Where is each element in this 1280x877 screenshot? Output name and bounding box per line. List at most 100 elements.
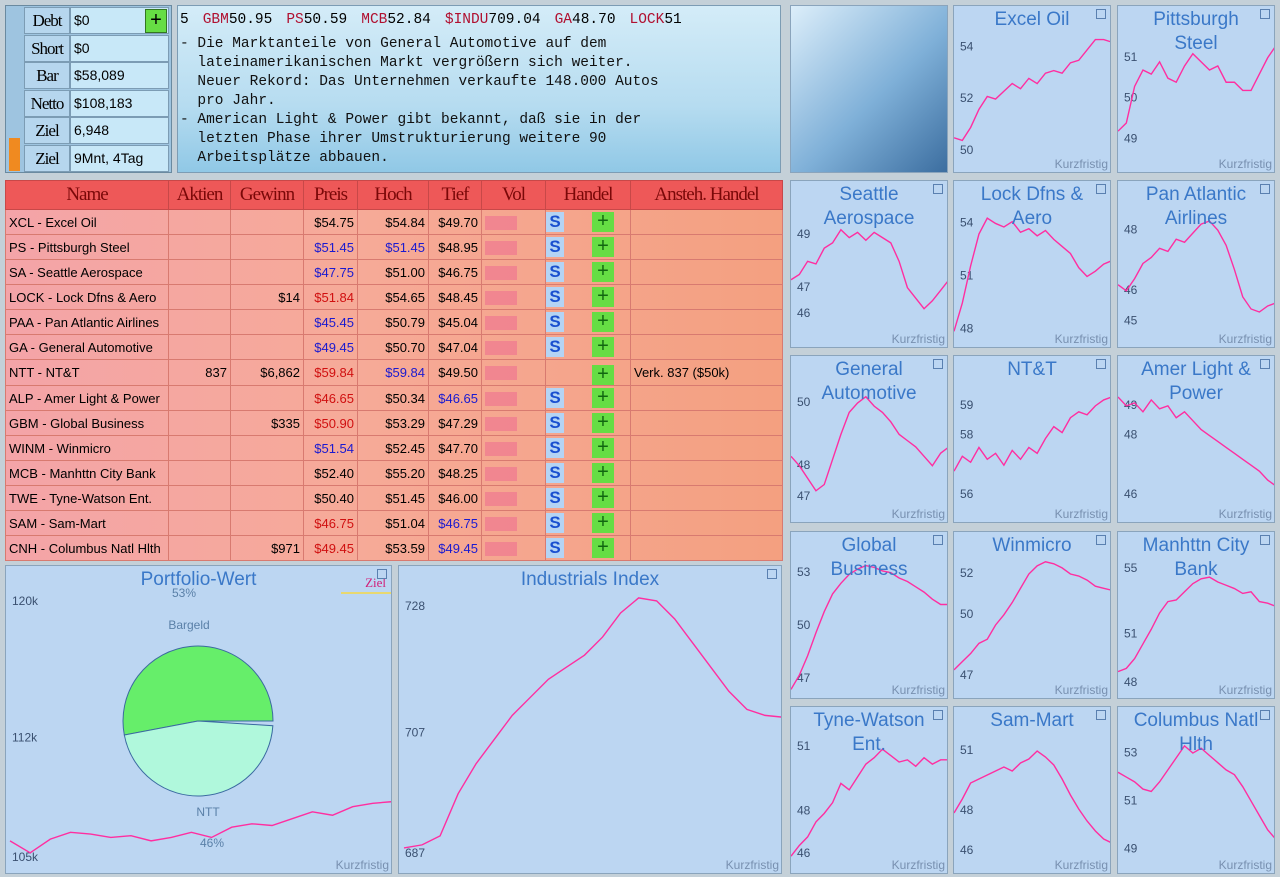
cell: $46.00 [428, 485, 482, 511]
sell-button[interactable]: S [546, 212, 564, 232]
sell-button[interactable]: S [546, 463, 564, 483]
cell-text: $49.70 [438, 214, 478, 230]
expand-icon[interactable] [933, 184, 943, 194]
account-label: Ziel [24, 145, 70, 172]
sell-button[interactable]: S [546, 538, 564, 558]
period-label: Kurzfristig [1219, 683, 1272, 697]
expand-icon[interactable] [1260, 535, 1270, 545]
buy-button[interactable]: + [592, 412, 614, 433]
buy-button[interactable]: + [592, 487, 614, 508]
sell-button[interactable]: S [546, 262, 564, 282]
sell-button[interactable]: S [546, 488, 564, 508]
account-value: $58,089 [70, 62, 169, 90]
account-label: Ziel [24, 117, 70, 145]
cell: $51.04 [357, 510, 429, 536]
chart: 51 48 46 Kurzfristig [791, 739, 947, 872]
y-tick-label: 112k [12, 731, 38, 745]
account-label: Short [24, 34, 70, 62]
buy-button[interactable]: + [592, 336, 614, 357]
buy-button[interactable]: + [592, 261, 614, 282]
news-line: - American Light & Power gibt bekannt, d… [180, 112, 642, 128]
y-tick-label: 54 [960, 216, 974, 230]
expand-icon[interactable] [1260, 710, 1270, 720]
volume-cell [481, 234, 546, 260]
chart: 55 51 48 Kurzfristig [1118, 561, 1274, 697]
chart: 120k112k105kKurzfristig53%BargeldNTT46%Z… [9, 575, 391, 872]
buy-button[interactable]: + [592, 387, 614, 408]
buy-button[interactable]: + [592, 236, 614, 257]
cell: CNH - Columbus Natl Hlth [5, 535, 169, 561]
sell-button[interactable]: S [546, 413, 564, 433]
price-line [791, 748, 947, 857]
chart-panel: 54 52 50 Kurzfristig Excel Oil [953, 5, 1111, 173]
expand-icon[interactable] [767, 569, 777, 579]
title: Winmicro [992, 535, 1072, 556]
sell-button[interactable]: S [546, 312, 564, 332]
sell-button[interactable]: S [546, 388, 564, 408]
buy-button[interactable]: + [592, 437, 614, 458]
volume-cell [481, 385, 546, 411]
period-label: Kurzfristig [1219, 858, 1272, 872]
cell-text: CNH - Columbus Natl Hlth [9, 540, 161, 556]
sell-button[interactable]: S [546, 237, 564, 257]
buy-button[interactable]: + [592, 311, 614, 332]
volume-bar [485, 491, 517, 506]
price-line [954, 38, 1110, 142]
sell-button[interactable]: S [546, 337, 564, 357]
buy-button[interactable]: + [592, 512, 614, 533]
expand-icon[interactable] [1096, 710, 1106, 720]
cell-text: $59.84 [314, 365, 354, 380]
trade-cell: S + [545, 385, 631, 411]
cell: $52.40 [303, 460, 358, 486]
cell: $59.84 [303, 359, 358, 386]
order-cell [630, 435, 783, 461]
stock-row: PAA - Pan Atlantic Airlines $45.45 $50.79 $… [5, 309, 783, 335]
stock-row: CNH - Columbus Natl Hlth $971 $49.45 $53.59… [5, 535, 783, 561]
y-tick-label: 105k [12, 850, 39, 864]
expand-icon[interactable] [377, 569, 387, 579]
buy-button[interactable]: + [592, 211, 614, 232]
expand-icon[interactable] [1260, 359, 1270, 369]
period-label: Kurzfristig [892, 332, 945, 346]
cell-text: $49.45 [314, 339, 354, 355]
expand-icon[interactable] [933, 710, 943, 720]
cell-text: $47.75 [314, 264, 354, 280]
buy-button[interactable]: + [592, 462, 614, 483]
expand-icon[interactable] [933, 359, 943, 369]
cell-text: $48.25 [438, 465, 478, 481]
cell [168, 485, 231, 511]
sell-button[interactable]: S [546, 287, 564, 307]
expand-icon[interactable] [1260, 184, 1270, 194]
y-tick-label: 51 [960, 269, 974, 283]
cell [168, 510, 231, 536]
ticker-symbol: LOCK [629, 12, 665, 28]
y-tick-label: 59 [960, 398, 974, 412]
cell: $59.84 [357, 359, 429, 386]
buy-button[interactable]: + [592, 364, 614, 385]
pie-label: 53% [172, 586, 196, 600]
cell-text: $51.54 [314, 440, 354, 456]
sell-button[interactable]: S [546, 513, 564, 533]
column-header: Preis [303, 180, 358, 210]
ticker-price: 50.59 [303, 12, 348, 28]
expand-icon[interactable] [1096, 359, 1106, 369]
cell-text: $971 [271, 540, 300, 556]
sell-button[interactable]: S [546, 438, 564, 458]
volume-bar [485, 240, 517, 255]
cell-text: SA - Seattle Aerospace [9, 264, 143, 280]
cell: $49.50 [428, 359, 482, 386]
expand-icon[interactable] [933, 535, 943, 545]
buy-button[interactable]: + [592, 286, 614, 307]
add-button[interactable]: + [145, 9, 167, 33]
account-value-text: 6,948 [74, 122, 110, 139]
account-row: Ziel 9Mnt, 4Tag [24, 145, 169, 172]
cell-text: $48.45 [438, 289, 478, 305]
expand-icon[interactable] [1260, 9, 1270, 19]
buy-button[interactable]: + [592, 537, 614, 558]
expand-icon[interactable] [1096, 9, 1106, 19]
expand-icon[interactable] [1096, 184, 1106, 194]
title: Lock Dfns & Aero [980, 184, 1084, 229]
y-tick-label: 728 [405, 599, 425, 613]
ticker-symbol: $INDU [444, 12, 489, 28]
expand-icon[interactable] [1096, 535, 1106, 545]
